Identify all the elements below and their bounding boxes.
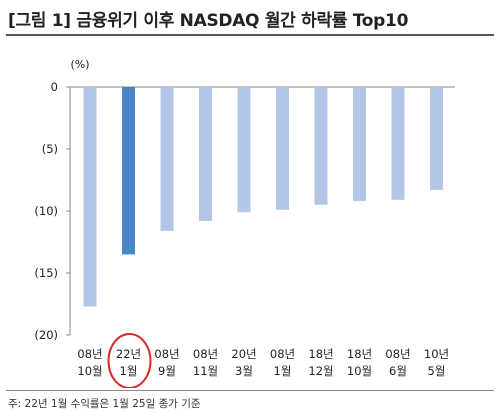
x-tick-label-month: 1월 <box>120 364 138 378</box>
y-tick-label: (20) <box>34 328 58 342</box>
y-axis-unit: (%) <box>70 58 89 71</box>
bar <box>353 87 366 202</box>
x-tick-label-year: 08년 <box>193 347 218 361</box>
x-tick-label-month: 12월 <box>308 364 333 378</box>
chart-title: [그림 1] 금융위기 이후 NASDAQ 월간 하락률 Top10 <box>8 11 409 31</box>
bar-highlight <box>122 87 135 255</box>
x-tick-label-month: 1월 <box>274 364 292 378</box>
x-tick-label-year: 08년 <box>77 347 102 361</box>
x-tick-label-year: 20년 <box>231 347 256 361</box>
title-divider <box>6 34 494 36</box>
bar-chart: (%) 0 (5) (10) (15) (20) 08년 10월 22년 1월 08년 9월 08년 1… <box>34 58 455 388</box>
chart-axes: (%) 0 (5) (10) (15) (20) <box>34 58 455 342</box>
x-tick-label-year: 10년 <box>424 347 449 361</box>
x-tick-label-month: 5월 <box>428 364 446 378</box>
x-tick-label-month: 9월 <box>158 364 176 378</box>
y-tick-label: (5) <box>42 142 58 156</box>
x-tick-label-year: 22년 <box>116 347 141 361</box>
bar <box>160 87 174 231</box>
highlight-circle <box>107 333 152 388</box>
y-tick-label: (10) <box>34 204 58 218</box>
footnote-divider <box>6 390 494 391</box>
bar <box>314 87 328 205</box>
chart-bars <box>83 87 443 307</box>
x-tick-label-year: 18년 <box>308 347 333 361</box>
chart-category-labels: 08년 10월 22년 1월 08년 9월 08년 11월 20년 3월 08년 1월 18년 12월 18… <box>77 333 449 388</box>
y-tick-label: 0 <box>51 80 58 94</box>
bar <box>391 87 405 200</box>
x-tick-label-year: 08년 <box>385 347 410 361</box>
x-tick-label-month: 10월 <box>347 364 372 378</box>
bar <box>83 87 97 307</box>
y-tick-label: (15) <box>34 266 58 280</box>
x-tick-label-year: 08년 <box>270 347 295 361</box>
bar <box>237 87 251 213</box>
x-tick-label-month: 11월 <box>193 364 218 378</box>
bar <box>276 87 289 210</box>
bar <box>199 87 212 221</box>
x-tick-label-month: 10월 <box>77 364 102 378</box>
bar <box>430 87 443 190</box>
x-tick-label-year: 08년 <box>154 347 179 361</box>
x-tick-label-month: 3월 <box>235 364 253 378</box>
footnote: 주: 22년 1월 수익률은 1월 25일 종가 기준 <box>8 398 201 410</box>
x-tick-label-year: 18년 <box>347 347 372 361</box>
x-tick-label-month: 6월 <box>389 364 407 378</box>
